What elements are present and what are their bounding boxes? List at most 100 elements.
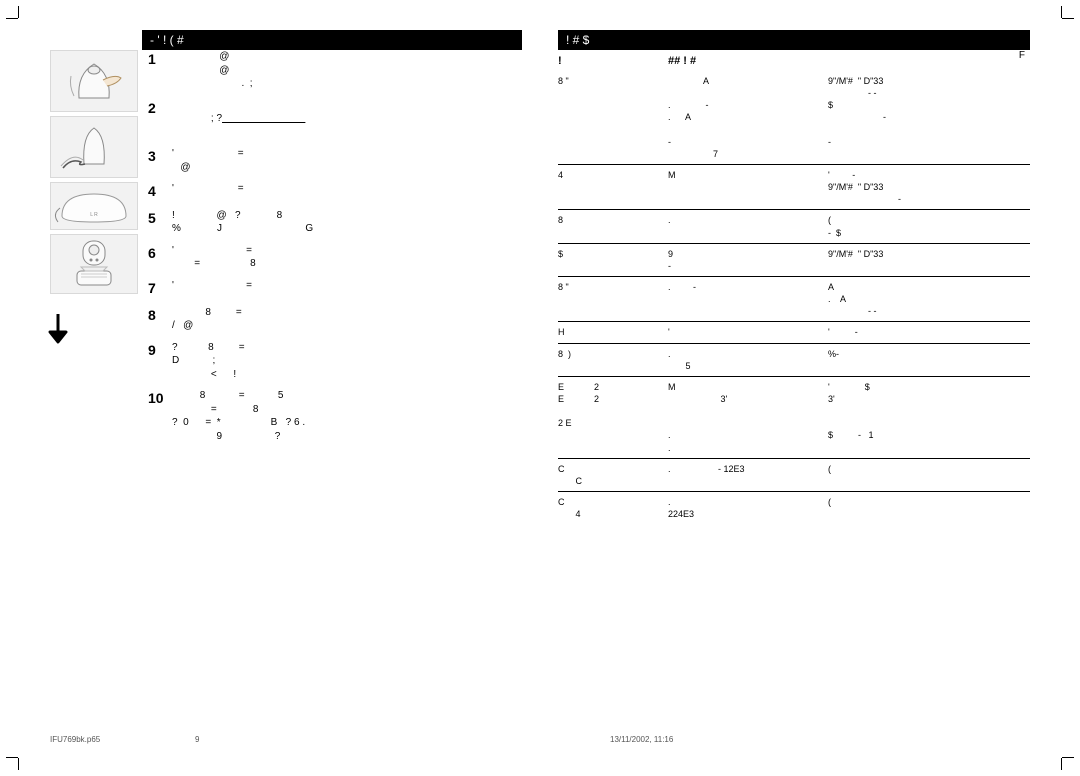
trouble-problem: $ (558, 248, 668, 272)
trouble-problem: 8 ) (558, 348, 668, 372)
step-num: 8 (148, 306, 166, 333)
step-text: 8 = / @ (172, 306, 522, 333)
page-content: D F - ' ! ( # (50, 30, 1030, 746)
trouble-row: 4M' - 9"/M'# " D"33 - (558, 165, 1030, 210)
trouble-cause: . 224E3 (668, 496, 828, 520)
crop-mark-top-left (6, 6, 24, 24)
trouble-solution: ( (828, 463, 1030, 487)
trouble-cause: . - 12E3 (668, 463, 828, 487)
step-underline (222, 113, 305, 124)
col-header-solution (828, 55, 1030, 67)
margin-label-right: F (1019, 50, 1025, 61)
thumb-iron-cable (50, 116, 138, 178)
trouble-row: 8 ). 5%- (558, 344, 1030, 377)
trouble-cause: M 3' . . (668, 381, 828, 454)
step-text: @ @ . ; (172, 50, 522, 91)
step-2: 2 ; ? (148, 99, 522, 140)
trouble-cause: . (668, 214, 828, 238)
step-text: 8 = 5 = 8 ? 0 = * B ? 6 . 9 ? (172, 389, 522, 443)
trouble-problem: 8 (558, 214, 668, 238)
trouble-cause: ' (668, 326, 828, 338)
troubleshoot-subheader: ! ## ! # (558, 50, 1030, 71)
step-5: 5 ! @ ? 8 % J G (148, 209, 522, 236)
footer: IFU769bk.p65 (50, 735, 100, 744)
trouble-row: $9 -9"/M'# " D"33 (558, 244, 1030, 277)
col-header-cause: ## ! # (668, 55, 828, 67)
step-10: 10 8 = 5 = 8 ? 0 = * B ? 6 . 9 ? (148, 389, 522, 443)
trouble-solution: ( - $ (828, 214, 1030, 238)
crop-mark-top-right (1056, 6, 1074, 24)
footer-timestamp-wrap: 13/11/2002, 11:16 (610, 735, 673, 744)
trouble-cause: 9 - (668, 248, 828, 272)
trouble-solution: ' $ 3' $ - 1 (828, 381, 1030, 454)
steps-list: 1 @ @ . ; 2 ; ? (142, 50, 522, 451)
trouble-solution: 9"/M'# " D"33 - - $ - - (828, 75, 1030, 160)
trouble-solution: ' - 9"/M'# " D"33 - (828, 169, 1030, 205)
svg-text:L R: L R (90, 212, 98, 218)
left-section-header: - ' ! ( # (142, 30, 522, 50)
trouble-row: E 2 E 2 2 EM 3' . .' $ 3' $ - 1 (558, 377, 1030, 459)
trouble-problem: E 2 E 2 2 E (558, 381, 668, 454)
left-column: - ' ! ( # (50, 30, 522, 746)
trouble-cause: A . - . A - 7 (668, 75, 828, 160)
step-4: 4 ' = (148, 182, 522, 201)
step-num: 6 (148, 244, 166, 271)
right-column: ! # $ ! ## ! # 8 " A . - . A - 79"/M'# "… (558, 30, 1030, 746)
footer-pagenum: 9 (195, 735, 199, 744)
step-num: 2 (148, 99, 166, 140)
trouble-cause: . - (668, 281, 828, 317)
footer-timestamp: 13/11/2002, 11:16 (610, 735, 673, 744)
step-text: ' = (172, 279, 522, 298)
step-num: 9 (148, 341, 166, 382)
thumb-baby-monitor (50, 234, 138, 294)
step-text: ! @ ? 8 % J G (172, 209, 522, 236)
footer-file: IFU769bk.p65 (50, 735, 100, 744)
step-num: 10 (148, 389, 166, 443)
step-3: 3 ' = @ (148, 147, 522, 174)
step-text: ' = (172, 182, 522, 201)
step-text: ' = @ (172, 147, 522, 174)
step-9: 9 ? 8 = D ; < ! (148, 341, 522, 382)
step-6: 6 ' = = 8 (148, 244, 522, 271)
step-text: ' = = 8 (172, 244, 522, 271)
trouble-problem: 8 " (558, 281, 668, 317)
step-1: 1 @ @ . ; (148, 50, 522, 91)
trouble-problem: H (558, 326, 668, 338)
trouble-problem: 8 " (558, 75, 668, 160)
crop-mark-bottom-left (6, 752, 24, 770)
col-header-problem: ! (558, 55, 668, 67)
trouble-solution: A . A - - (828, 281, 1030, 317)
trouble-row: 8.( - $ (558, 210, 1030, 243)
step-8: 8 8 = / @ (148, 306, 522, 333)
arrow-down-icon (46, 312, 70, 348)
crop-mark-bottom-right (1056, 752, 1074, 770)
trouble-row: C C. - 12E3( (558, 459, 1030, 492)
trouble-solution: 9"/M'# " D"33 (828, 248, 1030, 272)
step-num: 1 (148, 50, 166, 91)
steps-container: L R (50, 50, 522, 451)
right-section-header: ! # $ (558, 30, 1030, 50)
trouble-solution: ' - (828, 326, 1030, 338)
trouble-problem: C 4 (558, 496, 668, 520)
thumb-water-tank: L R (50, 182, 138, 230)
step-num: 5 (148, 209, 166, 236)
trouble-row: H'' - (558, 322, 1030, 343)
trouble-problem: C C (558, 463, 668, 487)
footer-page: 9 (195, 735, 199, 744)
step-num: 4 (148, 182, 166, 201)
step-7: 7 ' = (148, 279, 522, 298)
step-text: ? 8 = D ; < ! (172, 341, 522, 382)
trouble-row: C 4. 224E3( (558, 492, 1030, 524)
trouble-cause: . 5 (668, 348, 828, 372)
step-text: ; ? (172, 99, 522, 140)
trouble-solution: %- (828, 348, 1030, 372)
trouble-cause: M (668, 169, 828, 205)
thumb-strip: L R (50, 50, 142, 451)
trouble-row: 8 " A . - . A - 79"/M'# " D"33 - - $ - - (558, 71, 1030, 165)
step-num: 7 (148, 279, 166, 298)
trouble-problem: 4 (558, 169, 668, 205)
trouble-solution: ( (828, 496, 1030, 520)
trouble-row: 8 ". -A . A - - (558, 277, 1030, 322)
step-num: 3 (148, 147, 166, 174)
troubleshoot-rows: 8 " A . - . A - 79"/M'# " D"33 - - $ - -… (558, 71, 1030, 524)
